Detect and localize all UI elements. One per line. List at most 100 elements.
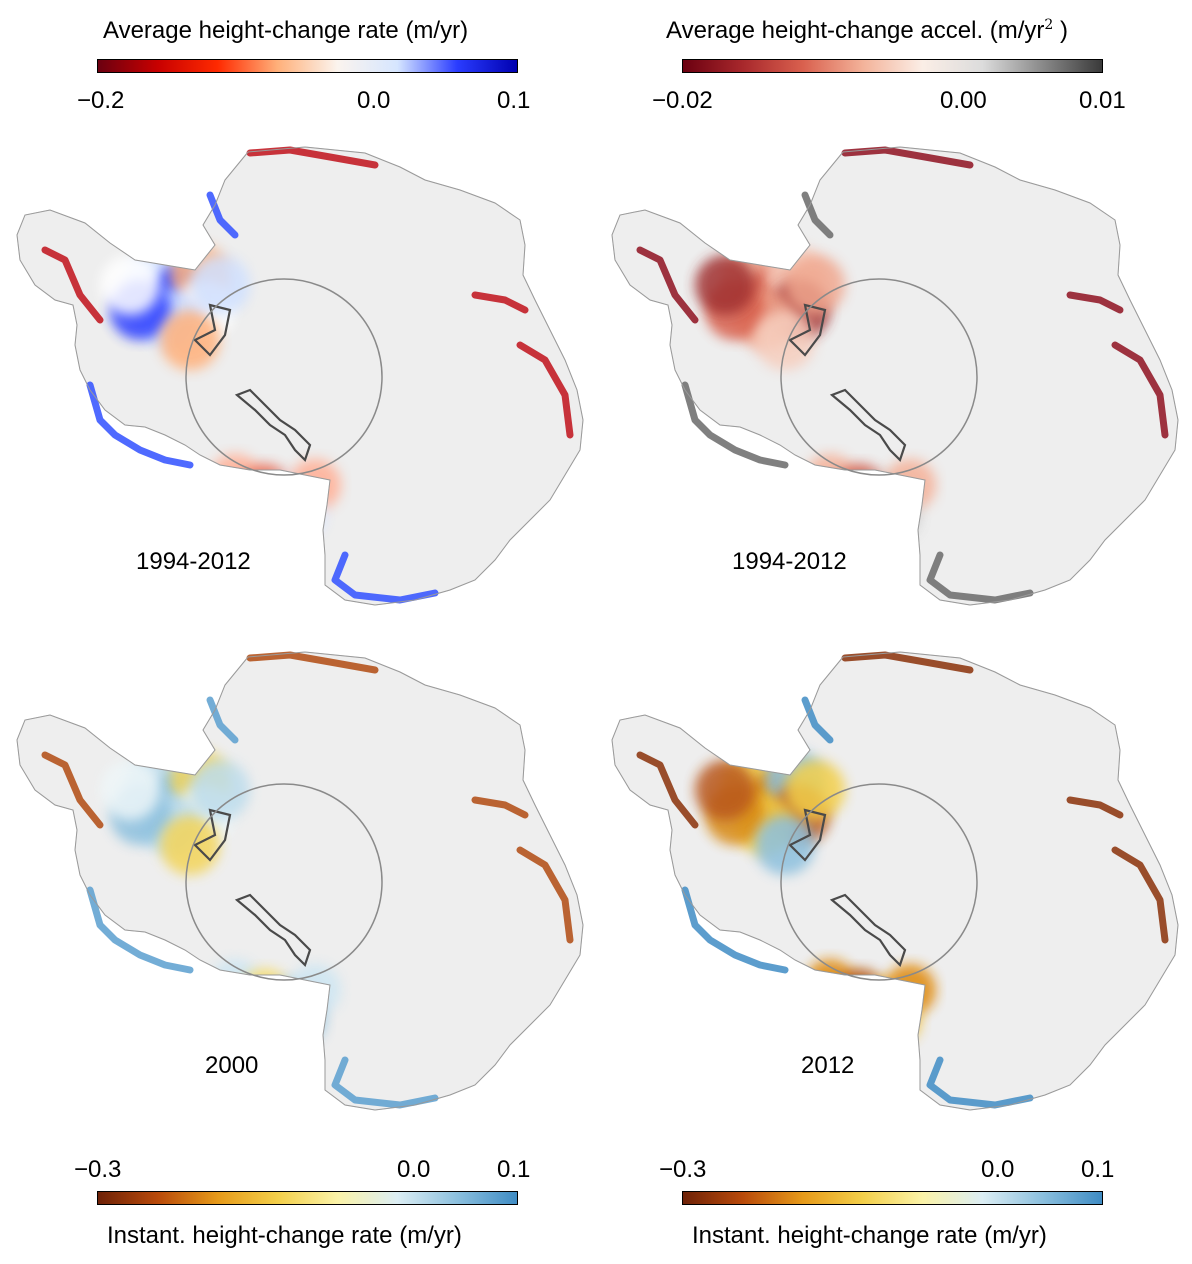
coastal-change-strip	[681, 381, 789, 469]
colorbar-rate-tick-min: −0.2	[77, 87, 125, 114]
coastal-change-strip	[516, 341, 574, 439]
colorbar-accel-tick-max: 0.01	[1079, 87, 1126, 114]
coastal-change-strip	[926, 1056, 1034, 1109]
ice-shelf-patch	[264, 474, 316, 526]
panel-label-2000: 2000	[205, 1052, 259, 1079]
height-change-patch	[190, 760, 250, 820]
coastal-change-strip	[331, 1056, 439, 1109]
ice-shelf-patch	[239, 464, 291, 516]
ice-shelf-patch	[239, 969, 291, 1021]
coastal-change-strip	[331, 551, 439, 604]
ice-shelf-patch	[289, 964, 341, 1016]
pole-hole-circle	[780, 278, 978, 476]
height-change-patch	[785, 255, 845, 315]
coastal-change-strip	[1111, 341, 1169, 439]
height-change-patch	[695, 760, 755, 820]
height-change-patch	[695, 255, 755, 315]
ice-shelf-patch	[834, 464, 886, 516]
coastal-change-strip	[206, 696, 239, 744]
colorbar-instant-2000-gradient	[97, 1191, 518, 1205]
ice-shelf-patch	[824, 989, 876, 1041]
ice-shelf-patch	[264, 979, 316, 1031]
coastal-change-strip	[926, 551, 1034, 604]
ice-sheet-bottom-right	[611, 651, 1179, 1111]
ice-sheet-top-right	[611, 146, 1179, 606]
colorbar-instant-2000-tick-max: 0.1	[497, 1156, 531, 1183]
coastal-change-strip	[41, 246, 104, 324]
coastal-change-strip	[246, 146, 379, 169]
panel-label-2012: 2012	[801, 1052, 855, 1079]
grounding-line	[788, 808, 907, 968]
colorbar-instant-2012-gradient	[682, 1191, 1103, 1205]
colorbar-rate-tick-max: 0.1	[497, 87, 531, 114]
map-panel-accel-1994-2012	[600, 135, 1180, 615]
height-change-patch	[190, 255, 250, 315]
colorbar-accel-tick-min: −0.02	[652, 87, 713, 114]
coastal-change-strip	[841, 651, 974, 674]
coastal-change-strip	[86, 381, 194, 469]
colorbar-instant-2012-tick-mid: 0.0	[981, 1156, 1015, 1183]
ice-shelf-patch	[824, 484, 876, 536]
map-panel-rate-1994-2012	[5, 135, 585, 615]
coastline	[611, 651, 1179, 1111]
colorbar-rate-tick-mid: 0.0	[357, 87, 391, 114]
coastline	[16, 146, 584, 606]
colorbar-rate-title: Average height-change rate (m/yr)	[103, 17, 469, 44]
colorbar-accel-title-exponent: 2	[1044, 17, 1054, 33]
ice-shelf-patch	[274, 994, 326, 1046]
height-change-patch	[160, 815, 220, 875]
coastal-change-strip	[41, 751, 104, 829]
height-change-patch	[100, 255, 160, 315]
ice-shelf-patch	[229, 989, 281, 1041]
grounding-line	[193, 808, 312, 968]
antarctica-map-bottom-right	[611, 651, 1179, 1111]
coastline	[16, 651, 584, 1111]
ice-shelf-patch	[859, 979, 911, 1031]
ice-shelf-patch	[834, 969, 886, 1021]
coastal-change-strip	[681, 886, 789, 974]
coastal-change-strip	[636, 246, 699, 324]
panel-label-accel: 1994-2012	[732, 548, 847, 575]
colorbar-accel-gradient	[682, 59, 1103, 73]
height-change-patch	[755, 815, 815, 875]
colorbar-instant-2012-title: Instant. height-change rate (m/yr)	[692, 1222, 1047, 1249]
colorbar-accel-tick-mid: 0.00	[940, 87, 987, 114]
colorbar-accel-title-prefix: Average height-change accel. (m/yr	[666, 17, 1045, 44]
ice-sheet-bottom-left	[16, 651, 584, 1111]
grounding-line	[788, 303, 907, 463]
pole-hole-circle	[185, 278, 383, 476]
ice-sheet-top-left	[16, 146, 584, 606]
height-change-patch	[755, 310, 815, 370]
ice-shelf-patch	[869, 994, 921, 1046]
coastal-change-strip	[206, 191, 239, 239]
pole-hole-circle	[780, 783, 978, 981]
height-change-patch	[100, 760, 160, 820]
coastline	[611, 146, 1179, 606]
map-panel-instant-2012	[600, 640, 1180, 1120]
colorbar-accel-title-suffix: )	[1053, 17, 1069, 44]
colorbar-instant-2000-tick-min: −0.3	[74, 1156, 122, 1183]
coastal-change-strip	[516, 846, 574, 944]
antarctica-map-top-right	[611, 146, 1179, 606]
coastal-change-strip	[636, 751, 699, 829]
height-change-patch	[160, 310, 220, 370]
ice-shelf-patch	[274, 489, 326, 541]
coastal-change-strip	[801, 696, 834, 744]
coastal-change-strip	[841, 146, 974, 169]
grounding-line	[193, 303, 312, 463]
height-change-patch	[785, 760, 845, 820]
map-panel-instant-2000	[5, 640, 585, 1120]
ice-shelf-patch	[869, 489, 921, 541]
coastal-change-strip	[801, 191, 834, 239]
antarctica-map-top-left	[16, 146, 584, 606]
coastal-change-strip	[1066, 291, 1124, 314]
colorbar-instant-2000-tick-mid: 0.0	[397, 1156, 431, 1183]
ice-shelf-patch	[289, 459, 341, 511]
ice-shelf-patch	[884, 964, 936, 1016]
colorbar-rate-gradient	[97, 59, 518, 73]
colorbar-instant-2012-tick-max: 0.1	[1081, 1156, 1115, 1183]
coastal-change-strip	[1066, 796, 1124, 819]
colorbar-instant-2012-tick-min: −0.3	[659, 1156, 707, 1183]
ice-shelf-patch	[884, 459, 936, 511]
pole-hole-circle	[185, 783, 383, 981]
